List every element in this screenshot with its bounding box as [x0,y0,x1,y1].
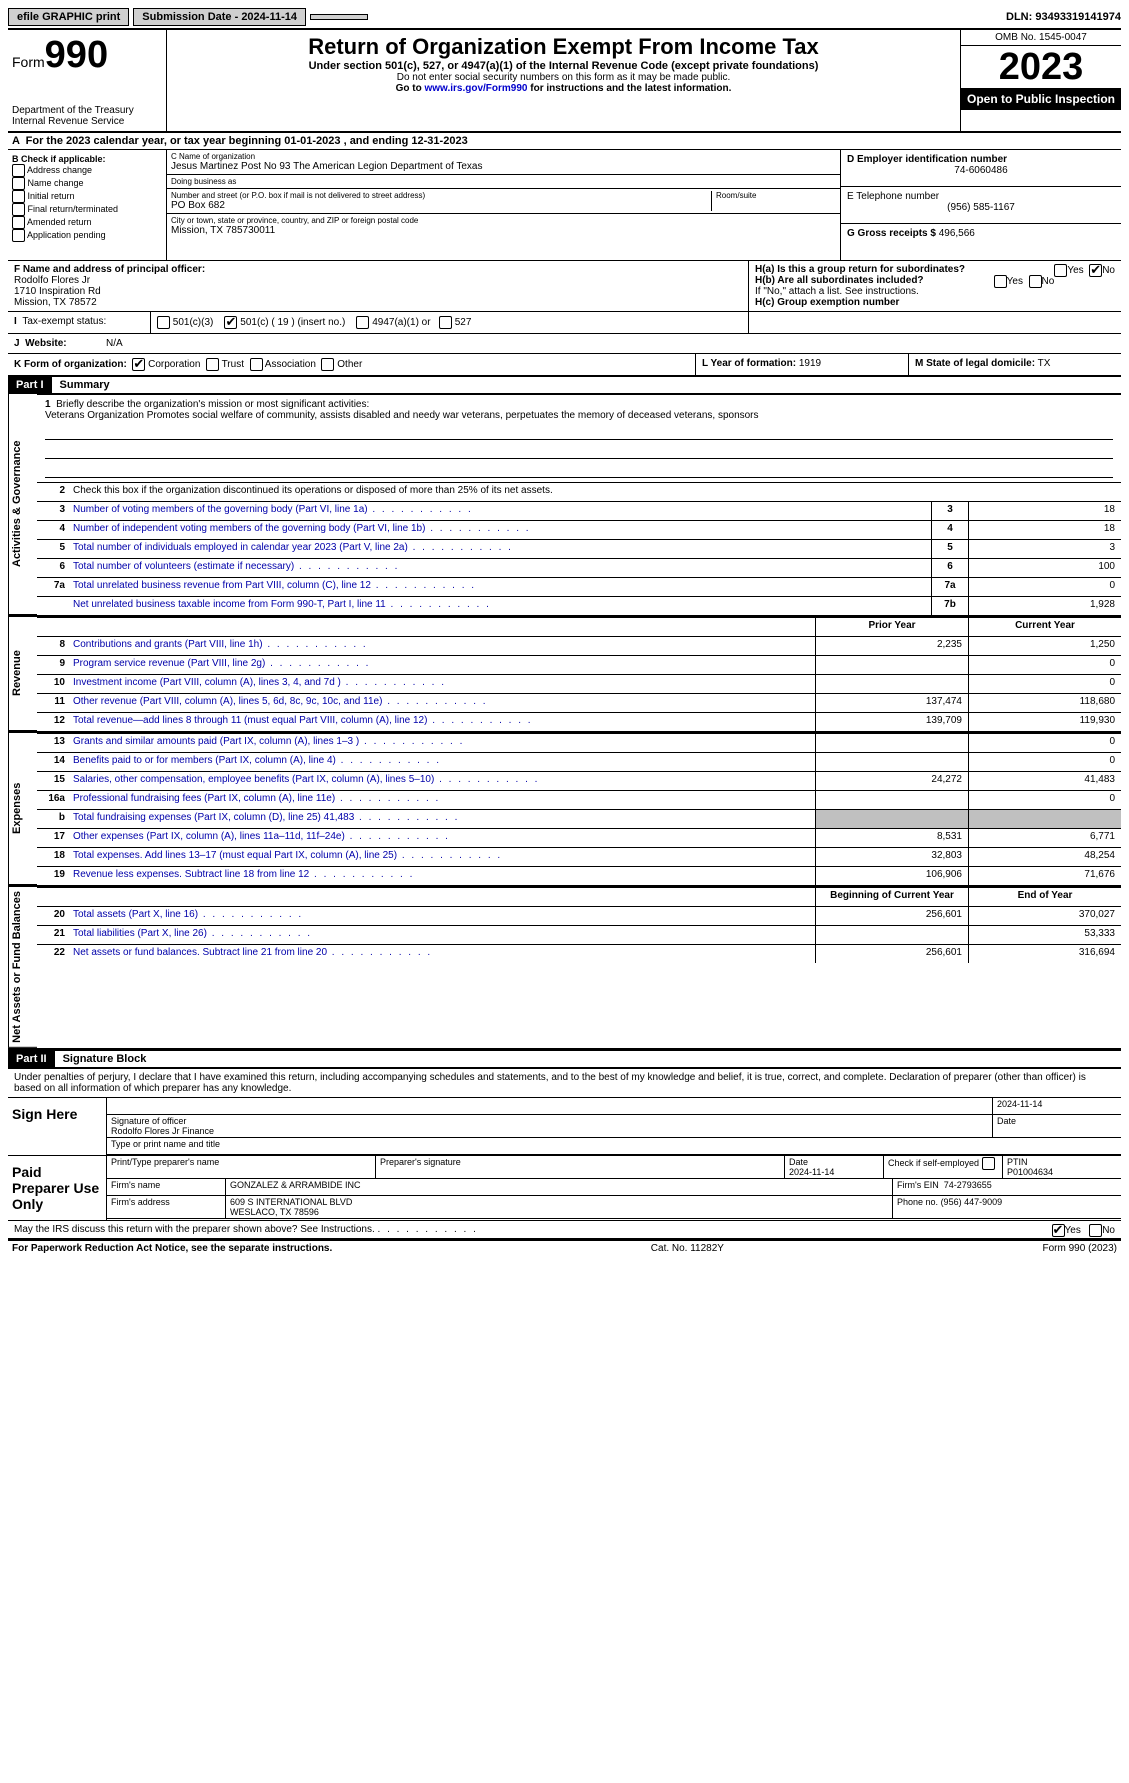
chk-ha-yes[interactable] [1054,264,1067,277]
line-7a: 7a Total unrelated business revenue from… [37,577,1121,596]
line-10: 10 Investment income (Part VIII, column … [37,674,1121,693]
footer: For Paperwork Reduction Act Notice, see … [8,1239,1121,1256]
line-20: 20 Total assets (Part X, line 16) 256,60… [37,906,1121,925]
line-17: 17 Other expenses (Part IX, column (A), … [37,828,1121,847]
irs-link[interactable]: www.irs.gov/Form990 [424,83,527,94]
tab-net-assets: Net Assets or Fund Balances [8,887,37,1048]
expenses-section: Expenses 13 Grants and similar amounts p… [8,733,1121,887]
entity-grid: B Check if applicable: Address change Na… [8,150,1121,261]
form-of-org-row: K Form of organization: Corporation Trus… [8,354,1121,376]
omb-number: OMB No. 1545-0047 [961,30,1121,46]
perjury-statement: Under penalties of perjury, I declare th… [8,1069,1121,1098]
tab-activities: Activities & Governance [8,394,37,615]
box-c: C Name of organization Jesus Martinez Po… [167,150,841,260]
chk-final-return[interactable] [12,203,25,216]
part2-header: Part II Signature Block [8,1050,1121,1068]
line-13: 13 Grants and similar amounts paid (Part… [37,733,1121,752]
line-15: 15 Salaries, other compensation, employe… [37,771,1121,790]
chk-hb-yes[interactable] [994,275,1007,288]
chk-corp[interactable] [132,358,145,371]
line-21: 21 Total liabilities (Part X, line 26) 5… [37,925,1121,944]
chk-ha-no[interactable] [1089,264,1102,277]
dept: Department of the Treasury Internal Reve… [12,105,162,127]
net-assets-section: Net Assets or Fund Balances Beginning of… [8,887,1121,1050]
chk-assoc[interactable] [250,358,263,371]
mission-text: Veterans Organization Promotes social we… [45,410,759,421]
line-9: 9 Program service revenue (Part VIII, li… [37,655,1121,674]
chk-501c[interactable] [224,316,237,329]
paid-preparer-label: Paid Preparer Use Only [8,1156,107,1220]
submission-date: Submission Date - 2024-11-14 [133,8,306,26]
form-title: Return of Organization Exempt From Incom… [179,34,948,60]
form-number: Form990 [12,34,162,77]
activities-governance: Activities & Governance 1 Briefly descri… [8,394,1121,617]
chk-address-change[interactable] [12,164,25,177]
principal-row: F Name and address of principal officer:… [8,261,1121,312]
box-b: B Check if applicable: Address change Na… [8,150,167,260]
line-b: b Total fundraising expenses (Part IX, c… [37,809,1121,828]
line-4: 4 Number of independent voting members o… [37,520,1121,539]
line-3: 3 Number of voting members of the govern… [37,501,1121,520]
open-to-public: Open to Public Inspection [961,88,1121,110]
line-5: 5 Total number of individuals employed i… [37,539,1121,558]
line-8: 8 Contributions and grants (Part VIII, l… [37,636,1121,655]
chk-discuss-no[interactable] [1089,1224,1102,1237]
chk-hb-no[interactable] [1029,275,1042,288]
goto-line: Go to www.irs.gov/Form990 for instructio… [179,83,948,94]
website-value: N/A [100,334,129,353]
org-name: Jesus Martinez Post No 93 The American L… [171,161,836,172]
dln: DLN: 93493319141974 [1006,11,1121,23]
form-subtitle: Under section 501(c), 527, or 4947(a)(1)… [179,60,948,72]
top-bar: efile GRAPHIC print Submission Date - 20… [8,8,1121,30]
telephone: (956) 585-1167 [847,202,1115,213]
line-16a: 16a Professional fundraising fees (Part … [37,790,1121,809]
chk-trust[interactable] [206,358,219,371]
form-header: Form990 Department of the Treasury Inter… [8,30,1121,133]
spacer-btn [310,14,368,20]
chk-discuss-yes[interactable] [1052,1224,1065,1237]
ein: 74-6060486 [847,165,1115,176]
chk-name-change[interactable] [12,177,25,190]
line-14: 14 Benefits paid to or for members (Part… [37,752,1121,771]
tab-revenue: Revenue [8,617,37,731]
street-address: PO Box 682 [171,200,711,211]
chk-application-pending[interactable] [12,229,25,242]
chk-initial-return[interactable] [12,190,25,203]
chk-501c3[interactable] [157,316,170,329]
website-row: J Website: N/A [8,334,1121,354]
gross-receipts: 496,566 [939,228,975,239]
line-11: 11 Other revenue (Part VIII, column (A),… [37,693,1121,712]
tax-year: 2023 [961,46,1121,88]
tax-exempt-row: I Tax-exempt status: 501(c)(3) 501(c) ( … [8,312,1121,334]
box-right: D Employer identification number 74-6060… [841,150,1121,260]
tab-expenses: Expenses [8,733,37,885]
ssn-note: Do not enter social security numbers on … [179,72,948,83]
sign-here-label: Sign Here [8,1098,107,1155]
efile-button[interactable]: efile GRAPHIC print [8,8,129,26]
chk-self-employed[interactable] [982,1157,995,1170]
chk-other[interactable] [321,358,334,371]
line-7b: Net unrelated business taxable income fr… [37,596,1121,615]
city-state-zip: Mission, TX 785730011 [171,225,836,236]
chk-amended[interactable] [12,216,25,229]
line-19: 19 Revenue less expenses. Subtract line … [37,866,1121,885]
line-18: 18 Total expenses. Add lines 13–17 (must… [37,847,1121,866]
line-6: 6 Total number of volunteers (estimate i… [37,558,1121,577]
revenue-section: Revenue Prior Year Current Year 8 Contri… [8,617,1121,733]
chk-527[interactable] [439,316,452,329]
line-22: 22 Net assets or fund balances. Subtract… [37,944,1121,963]
line-a: A For the 2023 calendar year, or tax yea… [8,133,1121,150]
line-12: 12 Total revenue—add lines 8 through 11 … [37,712,1121,731]
part1-header: Part I Summary [8,376,1121,394]
signature-block: Under penalties of perjury, I declare th… [8,1068,1121,1239]
chk-4947[interactable] [356,316,369,329]
